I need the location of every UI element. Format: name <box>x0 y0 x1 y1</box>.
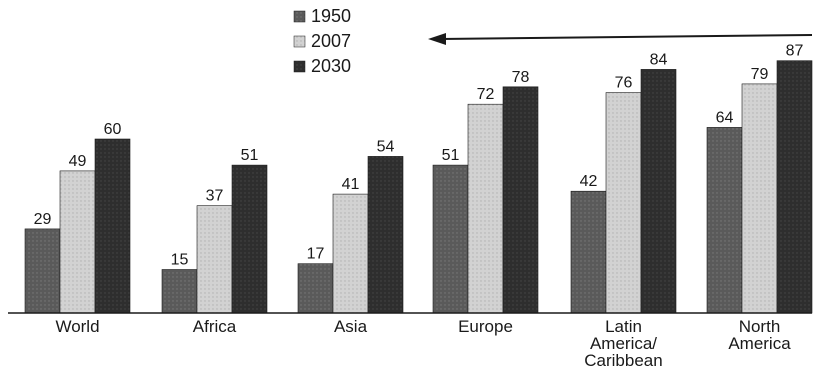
value-label-asia-1950: 17 <box>307 246 325 263</box>
trend-arrow <box>428 33 813 45</box>
value-label-africa-2007: 37 <box>206 188 224 205</box>
bar-asia-2007 <box>332 193 369 314</box>
trend-arrow-shaft <box>439 34 813 40</box>
legend-swatch-2030 <box>293 60 306 73</box>
bar-north-america-2007 <box>741 83 778 314</box>
bar-latin-america-caribbean-2030 <box>640 69 677 314</box>
bar-asia-1950 <box>297 263 334 314</box>
value-label-asia-2007: 41 <box>342 176 360 193</box>
value-label-north-america-2030: 87 <box>786 43 804 60</box>
value-label-world-2030: 60 <box>104 121 122 138</box>
legend-swatch-2007 <box>293 35 306 48</box>
value-label-latin-america-caribbean-1950: 42 <box>580 173 598 190</box>
value-label-europe-1950: 51 <box>442 147 460 164</box>
category-label-latin-america-caribbean: Latin America/Caribbean <box>584 317 662 370</box>
category-label-asia: Asia <box>334 317 368 336</box>
bar-north-america-1950 <box>706 127 743 314</box>
legend-swatch-1950 <box>293 10 306 23</box>
category-label-north-america: North America <box>728 317 791 353</box>
legend: 1950 2007 2030 <box>293 6 351 76</box>
value-label-europe-2007: 72 <box>477 86 495 103</box>
bar-latin-america-caribbean-2007 <box>605 92 642 314</box>
bar-world-1950 <box>24 228 61 314</box>
value-label-north-america-1950: 64 <box>716 109 734 126</box>
legend-label-2030: 2030 <box>311 56 351 76</box>
trend-arrow-head <box>428 33 446 45</box>
bar-north-america-2030 <box>776 60 813 314</box>
value-label-asia-2030: 54 <box>377 138 395 155</box>
bar-africa-1950 <box>161 269 198 314</box>
value-label-africa-1950: 15 <box>171 252 189 269</box>
value-label-africa-2030: 51 <box>241 147 259 164</box>
bar-asia-2030 <box>367 156 404 314</box>
bar-world-2007 <box>59 170 96 314</box>
category-label-europe: Europe <box>458 317 513 336</box>
bar-africa-2030 <box>231 164 268 314</box>
bar-europe-1950 <box>432 164 469 314</box>
value-label-world-1950: 29 <box>34 211 52 228</box>
category-labels-layer: World Africa Asia Europe Latin America/Caribb… <box>55 317 791 370</box>
value-label-north-america-2007: 79 <box>751 66 769 83</box>
bar-latin-america-caribbean-1950 <box>570 190 607 314</box>
value-label-latin-america-caribbean-2030: 84 <box>650 51 668 68</box>
bars-layer <box>24 60 813 314</box>
bar-africa-2007 <box>196 205 233 314</box>
category-label-africa: Africa <box>193 317 237 336</box>
value-label-latin-america-caribbean-2007: 76 <box>615 75 633 92</box>
category-label-world: World <box>55 317 99 336</box>
bar-europe-2030 <box>502 86 539 314</box>
value-labels-layer: 29 49 60 15 37 51 17 41 54 51 72 78 42 76 84 64 79 87 <box>34 43 804 269</box>
value-label-europe-2030: 78 <box>512 69 530 86</box>
legend-label-1950: 1950 <box>311 6 351 26</box>
bar-world-2030 <box>94 138 131 314</box>
bar-europe-2007 <box>467 103 504 314</box>
legend-label-2007: 2007 <box>311 31 351 51</box>
value-label-world-2007: 49 <box>69 153 87 170</box>
